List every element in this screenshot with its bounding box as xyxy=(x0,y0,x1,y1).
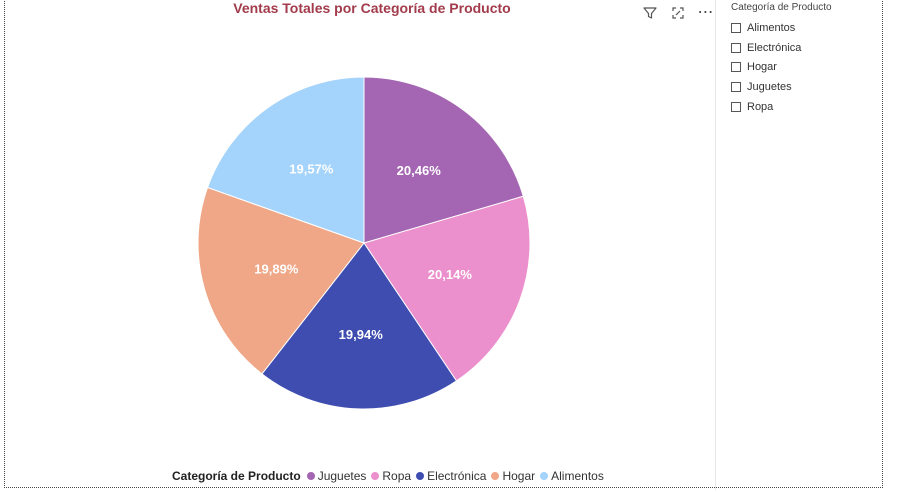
slicer-item-label: Hogar xyxy=(747,61,777,74)
legend-marker xyxy=(416,472,425,480)
slicer-title: Categoría de Producto xyxy=(731,2,832,13)
data-label-ropa: 20,14% xyxy=(428,267,473,282)
checkbox[interactable] xyxy=(731,82,741,93)
legend-item-alimentos[interactable]: Alimentos xyxy=(540,469,604,483)
slicer-item-label: Ropa xyxy=(747,101,774,114)
pie-slice-hogar[interactable] xyxy=(197,186,365,375)
legend-marker xyxy=(491,472,500,480)
pie-slice-ropa[interactable] xyxy=(363,195,531,382)
slicer-item-alimentos[interactable]: Alimentos xyxy=(731,18,871,38)
checkbox[interactable] xyxy=(731,42,741,53)
data-label-alimentos: 19,57% xyxy=(289,161,334,176)
legend-label: Alimentos xyxy=(551,469,604,483)
slicer-item-electrónica[interactable]: Electrónica xyxy=(731,38,871,58)
legend-item-ropa[interactable]: Ropa xyxy=(371,469,411,483)
canvas-margin xyxy=(883,0,901,492)
slicer-item-hogar[interactable]: Hogar xyxy=(731,58,871,78)
slicer-item-label: Alimentos xyxy=(747,21,796,34)
legend-marker xyxy=(371,472,380,480)
legend-label: Juguetes xyxy=(317,469,367,483)
checkbox[interactable] xyxy=(731,62,741,73)
legend-title: Categoría de Producto xyxy=(172,469,301,483)
legend-label: Ropa xyxy=(382,469,412,483)
checkbox[interactable] xyxy=(731,22,741,33)
slicer-item-label: Juguetes xyxy=(747,81,792,94)
report-canvas-border xyxy=(4,0,883,488)
visual-header: ⋯ xyxy=(642,4,714,22)
pie-slice-juguetes[interactable] xyxy=(363,76,524,244)
slicer-item-juguetes[interactable]: Juguetes xyxy=(731,77,871,97)
chart-title: Ventas Totales por Categoría de Producto xyxy=(233,0,511,16)
pie-chart: 20,46% 20,14% 19,94% 19,89% 19,57% xyxy=(197,76,531,410)
legend-label: Hogar xyxy=(502,469,536,483)
legend-marker xyxy=(540,472,549,480)
slicer-item-label: Electrónica xyxy=(747,41,802,54)
legend-item-electrónica[interactable]: Electrónica xyxy=(416,469,486,483)
slicer-list: Alimentos Electrónica Hogar Juguetes Ropa xyxy=(731,18,871,117)
pie-slice-electrónica[interactable] xyxy=(261,242,458,410)
chart-legend: Categoría de Producto Juguetes Ropa Electr… xyxy=(172,469,609,483)
filter-icon[interactable] xyxy=(642,5,658,21)
legend-marker xyxy=(306,472,315,480)
focus-mode-icon[interactable] xyxy=(670,5,686,21)
legend-items: Juguetes Ropa Electrónica Hogar Alimentos xyxy=(306,469,609,483)
legend-item-hogar[interactable]: Hogar xyxy=(491,469,535,483)
legend-label: Electrónica xyxy=(427,469,487,483)
visual-divider xyxy=(715,0,716,490)
pie-chart-visual[interactable]: Ventas Totales por Categoría de Producto… xyxy=(8,0,714,490)
legend-item-juguetes[interactable]: Juguetes xyxy=(306,469,367,483)
slicer-item-ropa[interactable]: Ropa xyxy=(731,97,871,117)
more-options-icon[interactable]: ⋯ xyxy=(697,4,715,21)
data-label-juguetes: 20,46% xyxy=(397,163,442,178)
pie-slice-alimentos[interactable] xyxy=(206,76,365,244)
data-label-hogar: 19,89% xyxy=(254,262,299,277)
data-label-electrónica: 19,94% xyxy=(339,327,384,342)
checkbox[interactable] xyxy=(731,102,741,113)
category-slicer: Categoría de Producto Alimentos Electróni… xyxy=(731,2,871,117)
